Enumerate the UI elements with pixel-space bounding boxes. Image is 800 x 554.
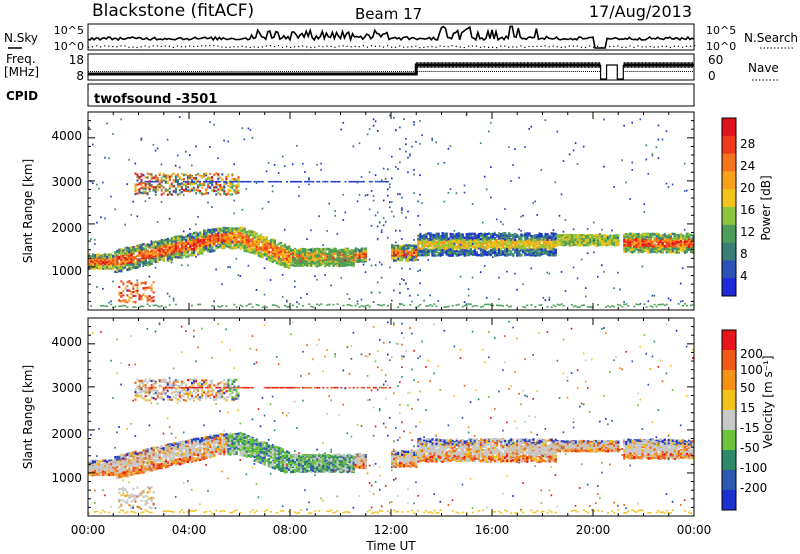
power-ytick-1000: 1000 <box>51 264 82 278</box>
power-cbar-label: Power [dB] <box>759 175 773 240</box>
freq-tick-top: 18 <box>69 53 84 67</box>
power-cbar-tick-24: 24 <box>740 159 755 173</box>
power-cbar-tick-20: 20 <box>740 181 755 195</box>
power-cbar-tick-28: 28 <box>740 137 755 151</box>
vel-cbar-tick-200: 200 <box>740 347 763 361</box>
frequency-panel: Freq. [MHz] 18 8 60 0 Nave <box>4 52 780 83</box>
x-axis-label: Time UT <box>365 539 416 553</box>
power-ytick-4000: 4000 <box>51 129 82 143</box>
power-cbar-tick-16: 16 <box>740 203 755 217</box>
power-cbar-tick-4: 4 <box>740 269 748 283</box>
vel-cbar-tick-minus100: -100 <box>740 461 767 475</box>
nave-label: Nave <box>748 61 779 75</box>
velocity-ytick-4000: 4000 <box>51 335 82 349</box>
power-ytick-2000: 2000 <box>51 221 82 235</box>
velocity-colorbar: 200 100 50 15 -15 -50 -100 -200 Velocity… <box>721 329 775 511</box>
beam-label: Beam 17 <box>355 5 422 23</box>
noise-tick-left-bottom: 10^0 <box>54 40 84 53</box>
xtick-2400: 00:00 <box>677 523 712 537</box>
vel-cbar-tick-minus15: -15 <box>740 421 760 435</box>
xtick-0800: 08:00 <box>273 523 308 537</box>
date-label: 17/Aug/2013 <box>589 2 692 21</box>
noise-tick-right-bottom: 10^0 <box>706 40 736 53</box>
vel-cbar-tick-50: 50 <box>740 381 755 395</box>
vel-cbar-tick-minus50: -50 <box>740 441 760 455</box>
nsearch-label: N.Search <box>744 31 798 45</box>
freq-unit: [MHz] <box>4 65 39 79</box>
velocity-cbar-label: Velocity [m s⁻¹] <box>761 355 775 448</box>
xtick-1600: 16:00 <box>475 523 510 537</box>
power-colorbar: 28 24 20 16 12 8 4 Power [dB] <box>721 117 773 297</box>
vel-cbar-tick-minus200: -200 <box>740 481 767 495</box>
freq-label: Freq. <box>6 52 36 66</box>
noise-panel: N.Sky 10^5 10^0 10^5 10^0 N.Search <box>4 23 798 53</box>
cpid-label: CPID <box>6 89 38 103</box>
freq-tick-bottom: 8 <box>76 69 84 83</box>
velocity-ytick-3000: 3000 <box>51 381 82 395</box>
velocity-ytick-1000: 1000 <box>51 471 82 485</box>
noise-tick-right-top: 10^5 <box>706 24 736 37</box>
power-panel: 4000 3000 2000 1000 Slant Range [km] <box>21 111 695 311</box>
nsky-label: N.Sky <box>4 31 38 45</box>
xtick-2000: 20:00 <box>576 523 611 537</box>
xtick-0400: 04:00 <box>172 523 207 537</box>
velocity-panel: 4000 3000 2000 1000 Slant Range [km] <box>21 317 695 517</box>
cpid-panel: CPID twofsound -3501 <box>6 83 695 107</box>
nave-tick-top: 60 <box>708 53 723 67</box>
station-title: Blackstone (fitACF) <box>92 1 254 21</box>
vel-cbar-tick-15: 15 <box>740 401 755 415</box>
power-cbar-tick-12: 12 <box>740 225 755 239</box>
cpid-value: twofsound -3501 <box>94 92 217 107</box>
vel-cbar-tick-100: 100 <box>740 363 763 377</box>
power-cbar-tick-8: 8 <box>740 247 748 261</box>
velocity-ylabel: Slant Range [km] <box>21 365 35 469</box>
xtick-0000: 00:00 <box>71 523 106 537</box>
power-ylabel: Slant Range [km] <box>21 159 35 263</box>
power-ytick-3000: 3000 <box>51 175 82 189</box>
noise-tick-left-top: 10^5 <box>54 24 84 37</box>
x-axis: 00:00 04:00 08:00 12:00 16:00 20:00 00:0… <box>71 523 712 553</box>
xtick-1200: 12:00 <box>374 523 409 537</box>
velocity-ytick-2000: 2000 <box>51 427 82 441</box>
nave-tick-bottom: 0 <box>708 69 716 83</box>
